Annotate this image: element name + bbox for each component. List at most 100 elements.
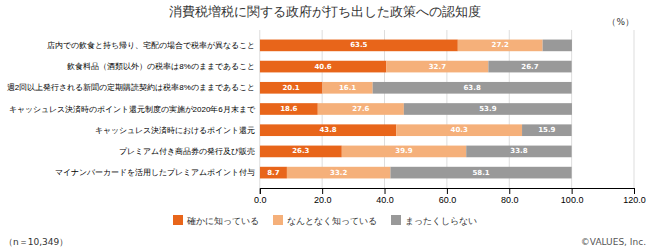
data-label: 8.7: [267, 169, 280, 177]
y-axis: 店内での飲食と持ち帰り、宅配の場合で税率が異なること飲食料品（酒類以外）の税率は…: [7, 41, 260, 177]
x-tick-mark: [572, 188, 573, 194]
bar: [386, 61, 488, 73]
data-label: 33.2: [330, 169, 347, 177]
x-tick: 100.0: [561, 188, 584, 205]
bar: [318, 103, 404, 115]
bar: [390, 167, 571, 179]
data-label: 26.7: [521, 63, 538, 71]
bar: [342, 146, 466, 158]
y-tick-label: プレミアム付き商品券の発行及び販売: [119, 147, 255, 156]
y-tick: 店内での飲食と持ち帰り、宅配の場合で税率が異なること: [47, 41, 260, 50]
x-tick-label: 100.0: [561, 195, 584, 205]
x-tick-label: 20.0: [314, 195, 332, 205]
bar: [260, 146, 342, 158]
legend: 確かに知っている なんとなく知っている まったくしらない: [173, 215, 477, 226]
y-tick-label: キャッシュレス決済時のポイント還元制度の実施が2020年6月末まで: [9, 105, 256, 114]
bar: [373, 82, 572, 94]
data-label: 39.9: [395, 147, 412, 155]
legend-label: なんとなく知っている: [287, 216, 377, 226]
y-tick: マイナンバーカードを活用したプレミアムポイント付与: [55, 168, 260, 177]
bars: [260, 40, 572, 179]
bar: [260, 82, 323, 94]
annotation: ©VALUES, Inc.: [581, 237, 646, 247]
data-label: 18.6: [280, 105, 297, 113]
bar: [458, 40, 543, 52]
data-label: 40.6: [314, 63, 331, 71]
chart-container: 0.0 20.0 40.0 60.0 80.0 100.0 120.0 店内での飲食と持ち帰り…: [0, 0, 650, 250]
legend-label: 確かに知っている: [186, 216, 259, 226]
bar: [260, 40, 458, 52]
bar: [396, 124, 522, 136]
bar: [260, 167, 287, 179]
data-label: 16.1: [339, 84, 356, 92]
x-tick-label: 0.0: [254, 195, 267, 205]
x-axis: 0.0 20.0 40.0 60.0 80.0 100.0 120.0: [254, 188, 646, 205]
x-tick-label: 40.0: [376, 195, 394, 205]
data-label: 53.9: [479, 105, 496, 113]
x-tick-mark: [509, 188, 510, 194]
grid-line: [634, 30, 635, 188]
x-axis-line: [260, 189, 634, 195]
title: 消費税増税に関する政府が打ち出した政策への認知度: [169, 4, 481, 19]
y-tick-label: マイナンバーカードを活用したプレミアムポイント付与: [55, 168, 255, 177]
bar: [287, 167, 391, 179]
x-tick-label: 120.0: [623, 195, 646, 205]
x-tick-mark: [385, 188, 386, 194]
bar: [543, 40, 572, 52]
x-tick-mark: [260, 188, 261, 194]
bar: [466, 146, 571, 158]
series-bars: [373, 40, 572, 179]
chart-svg: 0.0 20.0 40.0 60.0 80.0 100.0 120.0 店内での飲食と持ち帰り…: [0, 0, 650, 250]
data-label: 63.5: [350, 41, 367, 49]
bar: [488, 61, 571, 73]
data-label: 26.3: [292, 147, 309, 155]
legend-item: なんとなく知っている: [273, 215, 377, 226]
legend-swatch: [173, 215, 183, 225]
y-tick: キャッシュレス決済時におけるポイント還元: [95, 126, 260, 135]
bar: [260, 61, 387, 73]
data-label: 15.9: [538, 126, 555, 134]
bar: [260, 103, 318, 115]
plot-area: 0.0 20.0 40.0 60.0 80.0 100.0 120.0 店内での飲食と持ち帰り…: [7, 30, 646, 205]
x-tick-label: 80.0: [501, 195, 519, 205]
data-label: 33.8: [510, 147, 527, 155]
data-label: 43.8: [319, 126, 336, 134]
data-label: 58.1: [472, 169, 489, 177]
x-tick: 120.0: [623, 188, 646, 205]
legend-swatch: [391, 215, 401, 225]
y-tick-label: 週2回以上発行される新聞の定期購読契約は税率8%のままであること: [7, 83, 255, 92]
data-label: 20.1: [282, 84, 299, 92]
x-tick: 40.0: [376, 188, 394, 205]
y-tick-label: キャッシュレス決済時におけるポイント還元: [95, 126, 255, 135]
x-tick-mark: [447, 188, 448, 194]
x-tick: 60.0: [439, 188, 457, 205]
data-label: 63.8: [464, 84, 481, 92]
legend-item: 確かに知っている: [173, 215, 259, 226]
y-tick-label: 店内での飲食と持ち帰り、宅配の場合で税率が異なること: [47, 41, 255, 50]
data-label: 32.7: [429, 63, 446, 71]
bar: [260, 124, 397, 136]
y-tick: 飲食料品（酒類以外）の税率は8%のままであること: [67, 62, 260, 71]
legend-swatch: [273, 215, 283, 225]
x-tick: 20.0: [314, 188, 332, 205]
data-label: 27.2: [492, 41, 509, 49]
annotation: （%）: [607, 17, 634, 27]
data-labels: 63.5 40.6 20.1 18.6 43.8 26.3 8.7 27.2 32.7 16.1 2…: [267, 41, 555, 176]
data-label: 40.3: [451, 126, 468, 134]
y-tick: 週2回以上発行される新聞の定期購読契約は税率8%のままであること: [7, 83, 260, 92]
x-tick: 0.0: [254, 188, 267, 205]
x-tick: 80.0: [501, 188, 519, 205]
x-tick-label: 60.0: [439, 195, 457, 205]
x-tick-mark: [634, 188, 635, 194]
legend-item: まったくしらない: [391, 215, 477, 226]
x-tick-mark: [322, 188, 323, 194]
y-tick-label: 飲食料品（酒類以外）の税率は8%のままであること: [67, 62, 255, 71]
bar: [522, 124, 572, 136]
grid: [260, 30, 634, 188]
y-tick: キャッシュレス決済時のポイント還元制度の実施が2020年6月末まで: [9, 105, 260, 114]
bar: [404, 103, 572, 115]
bar: [322, 82, 372, 94]
annotation: （n＝10,349）: [4, 237, 68, 247]
legend-label: まったくしらない: [405, 216, 477, 226]
data-label: 27.6: [352, 105, 369, 113]
